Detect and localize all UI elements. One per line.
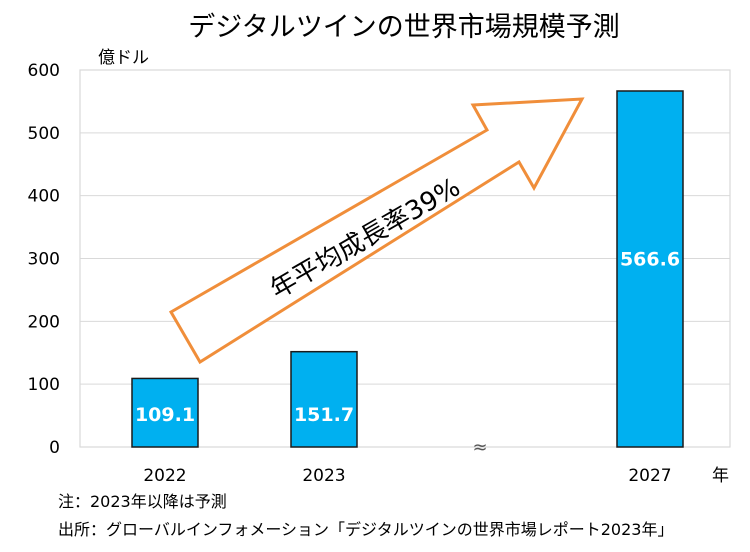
chart-title: デジタルツインの世界市場規模予測 xyxy=(188,12,619,43)
y-axis-unit: 億ドル xyxy=(98,48,149,68)
y-tick-label: 500 xyxy=(28,124,60,144)
y-tick-label: 0 xyxy=(49,438,60,458)
y-tick-label: 200 xyxy=(28,312,60,332)
growth-arrow-shape xyxy=(168,97,585,365)
y-tick-label: 400 xyxy=(28,187,60,207)
x-tick-labels: 2022 2023 2027 xyxy=(143,466,671,486)
source-note: 出所：グローバルインフォメーション「デジタルツインの世界市場レポート2023年」 xyxy=(58,520,674,539)
bar xyxy=(131,377,199,448)
forecast-note: 注：2023年以降は予測 xyxy=(58,492,227,511)
x-tick-label: 2023 xyxy=(302,466,345,486)
x-axis-unit: 年 xyxy=(712,466,729,486)
y-tick-labels: 0 100 200 300 400 500 600 xyxy=(28,61,60,458)
plot-area xyxy=(79,69,731,448)
bar xyxy=(616,90,684,448)
bars: 109.1 151.7 566.6 xyxy=(131,90,684,448)
bar xyxy=(290,350,358,448)
bar-value-label: 151.7 xyxy=(294,404,354,426)
bar-value-label: 566.6 xyxy=(620,249,680,271)
bar-value-label: 109.1 xyxy=(135,404,195,426)
x-tick-label: 2022 xyxy=(143,466,186,486)
y-tick-label: 100 xyxy=(28,375,60,395)
axis-break-mark: ≈ xyxy=(472,437,487,458)
x-tick-label: 2027 xyxy=(628,466,671,486)
growth-arrow: 年平均成長率39% xyxy=(168,97,585,365)
y-tick-label: 300 xyxy=(28,250,60,270)
y-tick-label: 600 xyxy=(28,61,60,81)
